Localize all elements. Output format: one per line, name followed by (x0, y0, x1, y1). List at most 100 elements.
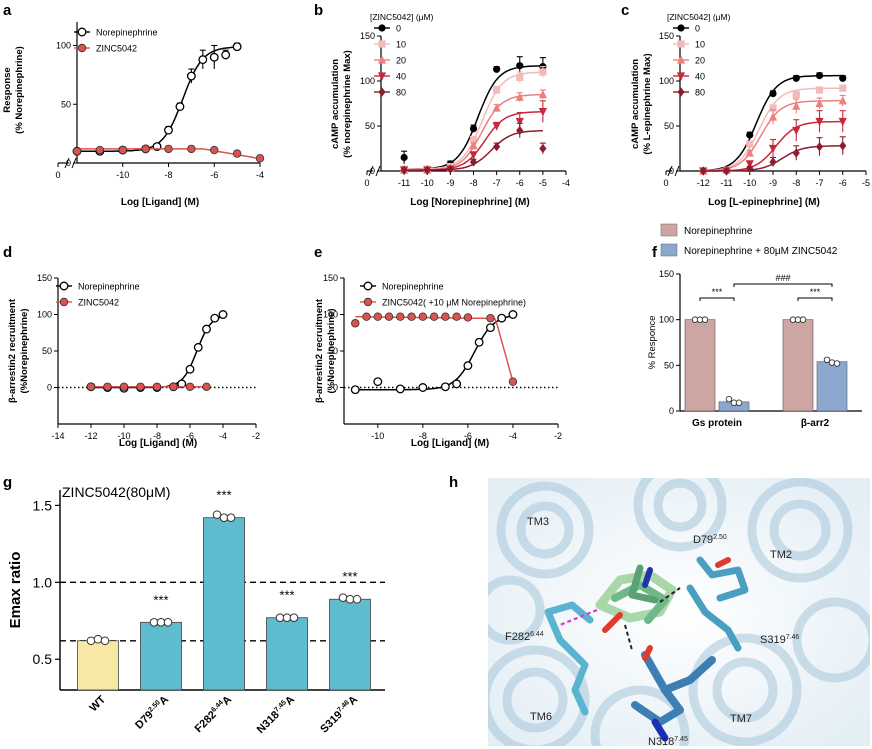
replicate-point-g (163, 618, 173, 627)
axis-break-mark-a (71, 157, 77, 169)
category-label-g: WT (88, 693, 109, 714)
replicate-point-g (219, 513, 229, 522)
category-label-g: F2826.44A (193, 694, 235, 736)
x-tick-label-a: 0 (55, 170, 60, 180)
replicate-point-f (833, 360, 841, 367)
replicate-point-g (282, 613, 292, 622)
replicate-point-g (275, 613, 285, 622)
y-tick-label-c: 100 (659, 76, 674, 86)
category-label-g: S3197.46A (318, 694, 360, 736)
data-point-b-4 (423, 165, 431, 175)
data-point-c-3 (792, 126, 801, 136)
legend-title-c: [ZINC5042] (μM) (667, 12, 731, 22)
x-tick-label-c: -12 (697, 178, 710, 188)
data-point-a-0 (221, 50, 231, 60)
y-tick-label-d: 0 (47, 383, 52, 393)
data-point-d-0 (218, 310, 228, 319)
x-tick-label-c: -10 (743, 178, 756, 188)
data-point-a-0 (175, 102, 185, 112)
data-point-c-4 (722, 166, 731, 176)
panel-label-b: b (314, 2, 323, 19)
label-n318: N3187.45 (648, 736, 688, 748)
significance-bracket-f-between (733, 283, 833, 287)
category-label-f: Gs protein (692, 418, 742, 429)
y-tick-label-b: 100 (360, 76, 375, 86)
legend-marker-d (59, 297, 69, 307)
axis-break-mark-c (674, 165, 680, 177)
data-point-c-2 (815, 98, 824, 108)
residue-sticks (544, 556, 749, 742)
replicate-point-g (212, 510, 222, 519)
legend-marker-a (77, 27, 87, 37)
data-point-e-1 (508, 377, 518, 386)
y-tick-label-e: 150 (323, 273, 338, 283)
panel-label-d: d (3, 244, 12, 261)
x-axis-label-c: Log [L-epinephrine] (M) (708, 197, 820, 208)
data-point-e-1 (407, 312, 416, 321)
data-point-b-4 (539, 143, 547, 154)
data-point-e-1 (441, 312, 450, 321)
y-axis-label-line-a: Response (2, 67, 13, 112)
y-axis-label-line-d: (%Norepinephrine) (19, 309, 30, 394)
bar-f-0 (782, 319, 814, 412)
x-axis-label-b: Log [Norepinephrine] (M) (410, 197, 529, 208)
replicate-point-g (345, 594, 355, 604)
y-tick-label-f: 100 (659, 315, 674, 325)
data-point-c-0 (769, 90, 777, 98)
x-tick-label-c: -8 (792, 178, 800, 188)
axis-break-mark-c (667, 165, 673, 177)
data-point-a-1 (255, 154, 265, 163)
legend-marker-c (676, 55, 686, 64)
replicate-point-g (93, 634, 103, 644)
legend-marker-e (363, 281, 373, 291)
hbond-2 (624, 624, 633, 651)
data-point-d-1 (202, 382, 211, 391)
legend-label-b: 0 (396, 24, 401, 34)
x-tick-label-b: -9 (446, 178, 454, 188)
x-tick-label-a: -10 (116, 170, 129, 180)
label-tm2: TM2 (770, 549, 792, 561)
data-point-d-1 (86, 382, 96, 391)
significance-g: *** (216, 488, 231, 503)
legend-label-b: 40 (396, 72, 406, 82)
legend-marker-c (677, 87, 685, 97)
data-point-b-4 (469, 157, 478, 167)
legend-marker-b (378, 87, 386, 97)
data-point-d-1 (119, 382, 129, 391)
data-point-c-0 (792, 74, 800, 82)
data-point-c-1 (769, 104, 777, 112)
category-label-g: N3187.45A (255, 694, 297, 736)
data-point-b-1 (539, 68, 547, 76)
legend-label-c: 10 (695, 40, 705, 50)
chart-g: 0.5 1.0 1.5 Emax ratio ZINC5042(80μM) WT *** D7… (7, 484, 385, 736)
data-point-e-1 (396, 312, 405, 321)
data-point-b-1 (469, 135, 478, 144)
data-point-c-2 (768, 112, 778, 121)
label-d79: D792.50 (693, 534, 727, 546)
axis-break-mark-b (368, 165, 374, 177)
significance-g: *** (153, 592, 168, 607)
legend-marker-e (363, 297, 373, 307)
legend-marker-c (677, 24, 685, 32)
panel-label-h: h (449, 474, 458, 491)
data-point-c-3 (768, 144, 778, 154)
y-axis-label-line-c: cAMP accumulation (630, 59, 641, 149)
data-point-e-0 (508, 310, 518, 319)
legend-title-b: [ZINC5042] (μM) (370, 12, 434, 22)
significance-bracket-f-gs-text: *** (712, 287, 723, 297)
y-tick-label-d: 50 (42, 346, 52, 356)
chart-e: 0 50 100 150 -10 -8 -6 -4 -2 Log [Ligand] (M) β-ar… (314, 273, 562, 449)
data-point-d-1 (103, 382, 112, 391)
replicate-point-f (725, 395, 733, 403)
replicate-point-g (100, 636, 110, 646)
x-tick-label-a: -8 (164, 170, 172, 180)
data-point-c-1 (746, 140, 754, 148)
data-point-e-0 (452, 379, 462, 389)
data-point-d-0 (177, 379, 187, 389)
y-tick-label-a: 50 (61, 99, 71, 109)
y-tick-label-d: 100 (37, 310, 52, 320)
x-tick-label-d: -2 (252, 431, 260, 441)
y-tick-label-g: 1.0 (33, 574, 53, 590)
x-tick-label-c: -7 (815, 178, 823, 188)
legend-label-b: 10 (396, 40, 406, 50)
